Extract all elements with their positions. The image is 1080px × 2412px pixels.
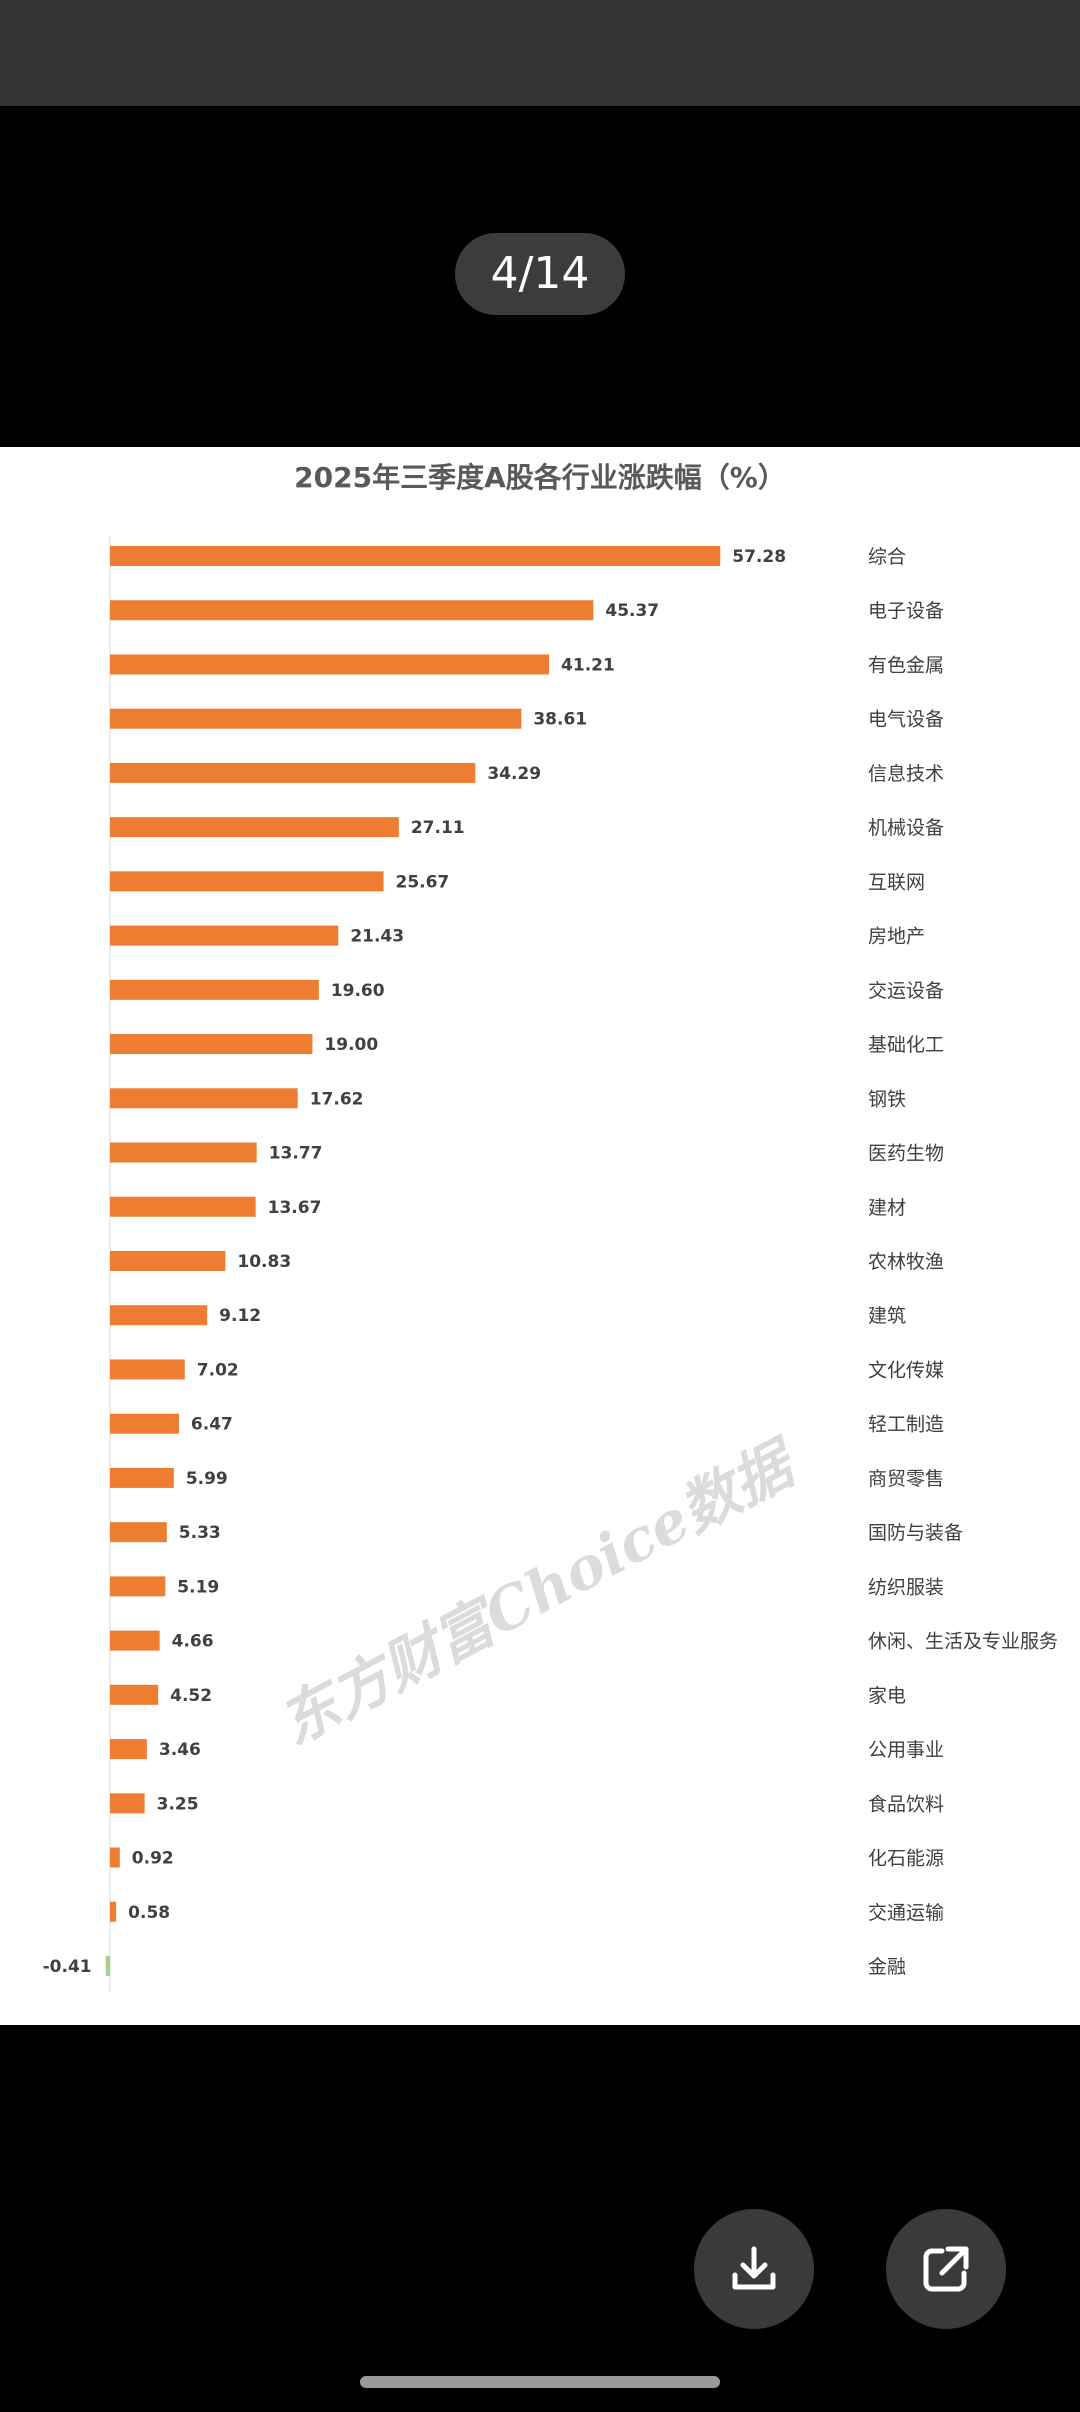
- bar-17: [110, 1467, 174, 1488]
- bar-24: [110, 1847, 120, 1868]
- category-label-0: 综合: [868, 546, 906, 568]
- bar-5: [110, 817, 399, 838]
- category-label-13: 农林牧渔: [868, 1251, 944, 1273]
- data-label-1: 45.37: [605, 601, 659, 621]
- bar-19: [110, 1576, 166, 1597]
- category-label-9: 基础化工: [868, 1034, 944, 1056]
- data-label-4: 34.29: [487, 764, 541, 784]
- data-label-2: 41.21: [561, 655, 615, 675]
- category-label-18: 国防与装备: [868, 1522, 963, 1544]
- category-label-15: 文化传媒: [868, 1359, 944, 1381]
- bar-20: [110, 1630, 160, 1651]
- category-label-16: 轻工制造: [868, 1414, 944, 1436]
- data-label-13: 10.83: [237, 1252, 291, 1272]
- category-label-24: 化石能源: [868, 1848, 944, 1870]
- data-label-3: 38.61: [533, 710, 587, 730]
- category-label-12: 建材: [868, 1197, 906, 1219]
- bar-3: [110, 708, 522, 729]
- chart-image[interactable]: 2025年三季度A股各行业涨跌幅（%） 东方财富Choice数据 57.28 综合…: [0, 447, 1080, 2025]
- category-label-20: 休闲、生活及专业服务: [868, 1631, 1058, 1653]
- bar-8: [110, 979, 319, 1000]
- data-label-14: 9.12: [219, 1306, 261, 1326]
- data-label-0: 57.28: [732, 547, 786, 567]
- bar-6: [110, 871, 384, 892]
- data-label-10: 17.62: [310, 1089, 364, 1109]
- category-label-7: 房地产: [868, 926, 925, 948]
- data-label-18: 5.33: [179, 1523, 221, 1543]
- download-button[interactable]: [694, 2209, 814, 2329]
- category-label-22: 公用事业: [868, 1739, 944, 1761]
- bar-16: [110, 1413, 179, 1434]
- data-label-6: 25.67: [395, 872, 449, 892]
- data-label-20: 4.66: [172, 1632, 214, 1652]
- data-label-25: 0.58: [128, 1903, 170, 1923]
- data-label-16: 6.47: [191, 1415, 233, 1435]
- open-external-button[interactable]: [886, 2209, 1006, 2329]
- data-label-8: 19.60: [331, 981, 385, 1001]
- chart-title: 2025年三季度A股各行业涨跌幅（%）: [294, 461, 786, 494]
- home-indicator[interactable]: [360, 2376, 720, 2388]
- bar-25: [110, 1901, 117, 1922]
- data-label-15: 7.02: [197, 1360, 239, 1380]
- bar-26: [105, 1955, 110, 1976]
- category-label-25: 交通运输: [868, 1902, 944, 1924]
- bar-22: [110, 1739, 147, 1760]
- data-label-24: 0.92: [132, 1849, 174, 1869]
- data-label-26: -0.41: [43, 1957, 92, 1977]
- category-label-21: 家电: [868, 1685, 906, 1707]
- bar-23: [110, 1793, 145, 1814]
- category-label-14: 建筑: [868, 1305, 906, 1327]
- data-label-22: 3.46: [159, 1740, 201, 1760]
- bar-13: [110, 1250, 226, 1271]
- data-label-23: 3.25: [157, 1794, 199, 1814]
- chart-watermark: 东方财富Choice数据: [268, 1426, 811, 1758]
- download-icon: [732, 2246, 776, 2290]
- category-label-6: 互联网: [868, 871, 925, 893]
- bar-4: [110, 762, 476, 783]
- category-label-11: 医药生物: [868, 1143, 944, 1165]
- category-label-3: 电气设备: [868, 709, 944, 731]
- bar-9: [110, 1034, 313, 1055]
- category-label-17: 商贸零售: [868, 1468, 944, 1490]
- bar-2: [110, 654, 550, 675]
- open-external-icon: [923, 2246, 969, 2292]
- category-label-2: 有色金属: [868, 654, 944, 676]
- bar-chart: 2025年三季度A股各行业涨跌幅（%） 东方财富Choice数据 57.28 综合…: [43, 461, 1058, 1992]
- category-label-23: 食品饮料: [868, 1793, 944, 1815]
- bar-1: [110, 600, 594, 621]
- data-label-5: 27.11: [411, 818, 465, 838]
- category-label-8: 交运设备: [868, 980, 944, 1002]
- data-label-9: 19.00: [324, 1035, 378, 1055]
- bar-12: [110, 1196, 256, 1217]
- data-label-19: 5.19: [177, 1577, 219, 1597]
- bar-21: [110, 1684, 159, 1705]
- bar-11: [110, 1142, 257, 1163]
- category-label-5: 机械设备: [868, 817, 944, 839]
- category-label-1: 电子设备: [868, 600, 944, 622]
- category-label-10: 钢铁: [868, 1088, 906, 1110]
- bar-10: [110, 1088, 298, 1109]
- bar-14: [110, 1305, 208, 1326]
- bar-15: [110, 1359, 185, 1380]
- category-label-19: 纺织服装: [868, 1576, 944, 1598]
- page-indicator: 4/14: [455, 233, 625, 315]
- bar-0: [110, 546, 721, 566]
- category-label-26: 金融: [868, 1956, 906, 1978]
- data-label-17: 5.99: [186, 1469, 228, 1489]
- status-bar: [0, 0, 1080, 106]
- category-label-4: 信息技术: [868, 763, 944, 785]
- data-label-7: 21.43: [350, 927, 404, 947]
- bar-18: [110, 1522, 167, 1543]
- bar-7: [110, 925, 339, 946]
- data-label-21: 4.52: [170, 1686, 212, 1706]
- data-label-11: 13.77: [269, 1144, 323, 1164]
- data-label-12: 13.67: [268, 1198, 322, 1218]
